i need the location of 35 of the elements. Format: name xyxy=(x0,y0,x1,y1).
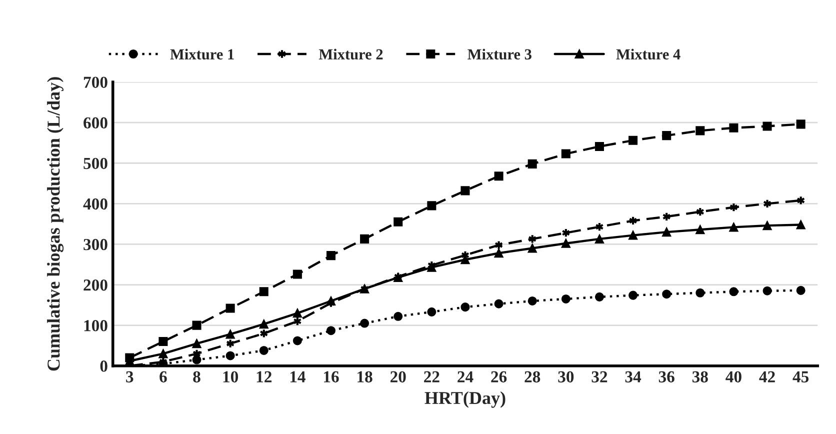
x-tick-label: 45 xyxy=(792,371,809,382)
y-tick-label: 700 xyxy=(84,76,108,88)
y-tick-label: 500 xyxy=(84,158,108,170)
y-tick-label: 0 xyxy=(100,360,108,372)
x-tick-label: 30 xyxy=(558,371,574,382)
x-tick-label: 28 xyxy=(524,371,540,382)
x-tick-label: 36 xyxy=(658,371,674,382)
x-tick-label: 8 xyxy=(193,371,200,382)
x-tick-label: 12 xyxy=(256,371,272,382)
x-tick-label: 24 xyxy=(458,371,474,382)
x-tick-label: 40 xyxy=(726,371,742,382)
x-tick-label: 34 xyxy=(625,371,642,382)
x-tick-label: 18 xyxy=(358,371,372,382)
y-tick-label: 200 xyxy=(84,279,108,291)
legend-label: Mixture 1 xyxy=(170,48,234,60)
x-tick-label: 32 xyxy=(592,371,608,382)
y-tick-label: 300 xyxy=(84,238,108,250)
x-tick-label: 22 xyxy=(424,371,440,382)
x-tick-label: 10 xyxy=(223,371,238,382)
y-tick-label: 100 xyxy=(84,320,108,332)
legend-label: Mixture 4 xyxy=(616,48,680,60)
x-tick-label: 42 xyxy=(759,371,775,382)
x-tick-label: 14 xyxy=(290,371,306,382)
legend-label: Mixture 3 xyxy=(468,48,532,60)
x-tick-label: 20 xyxy=(390,371,406,382)
x-tick-label: 26 xyxy=(491,371,507,382)
y-tick-label: 400 xyxy=(83,198,108,210)
x-tick-label: 3 xyxy=(126,371,134,382)
x-tick-label: 16 xyxy=(324,371,339,382)
y-tick-label: 600 xyxy=(84,117,108,129)
x-tick-label: 38 xyxy=(692,371,708,382)
y-axis-title: Cumulative biogas production (L/day) xyxy=(47,77,64,371)
x-tick-label: 6 xyxy=(160,371,167,382)
legend-label: Mixture 2 xyxy=(318,48,383,60)
x-axis-title: HRT(Day) xyxy=(424,391,506,408)
